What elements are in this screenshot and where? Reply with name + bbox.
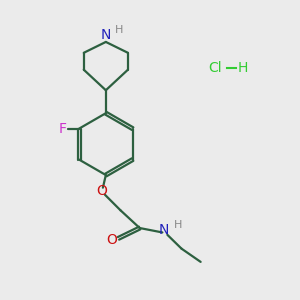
Text: O: O [106,233,118,247]
Text: H: H [115,25,124,34]
Text: F: F [59,122,67,136]
Text: Cl: Cl [208,61,222,75]
Text: O: O [96,184,107,198]
Text: H: H [238,61,248,75]
Text: N: N [100,28,111,43]
Text: H: H [174,220,182,230]
Text: N: N [159,224,169,237]
